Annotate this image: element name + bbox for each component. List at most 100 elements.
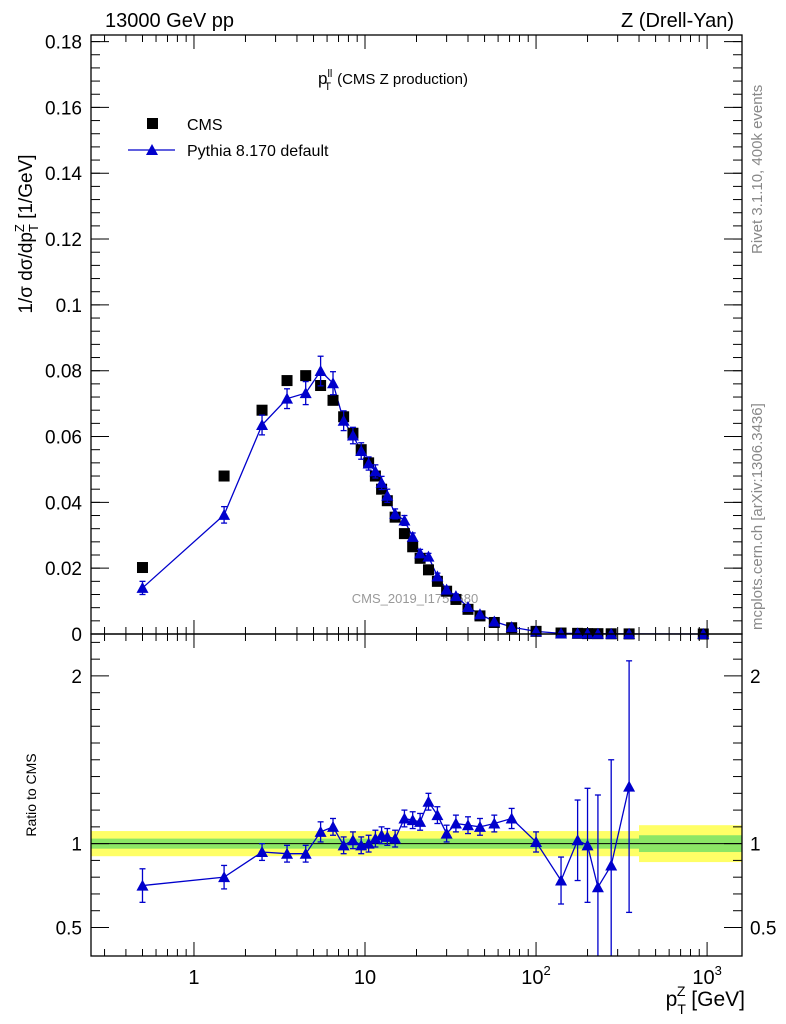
main-title: pll T (CMS Z production) [318, 68, 468, 93]
ratio-y-tick-label: 1 [71, 835, 82, 856]
y-tick-label: 0.04 [45, 493, 82, 514]
pythia-point [355, 445, 368, 457]
y-tick-label: 0.18 [45, 33, 82, 54]
pythia-point [375, 476, 388, 488]
pythia-point [281, 392, 294, 404]
ratio-point [369, 832, 382, 844]
ratio-point [346, 834, 359, 846]
y-tick-label: 0.1 [56, 296, 82, 317]
ratio-pythia-points [136, 660, 636, 956]
ratio-point [431, 809, 444, 821]
ratio-point [605, 859, 618, 871]
cms-point [256, 404, 268, 416]
ratio-point [623, 780, 636, 792]
ratio-point [381, 830, 394, 842]
pythia-point [369, 465, 382, 477]
ratio-point [362, 837, 375, 849]
ratio-point [406, 814, 419, 826]
x-tick-label: 1 [188, 967, 199, 989]
ratio-point [337, 839, 350, 851]
x-tick-label: 10 [354, 967, 376, 989]
title-p: p [318, 69, 327, 88]
pythia-point [327, 377, 340, 389]
pythia-point [218, 508, 231, 520]
pythia-point [431, 570, 444, 582]
pythia-point [414, 547, 427, 559]
side-top-text: Rivet 3.1.10, 400k events [749, 85, 766, 254]
ratio-point [461, 819, 474, 831]
ratio-y-tick-label: 2 [71, 667, 82, 688]
ratio-point [256, 846, 269, 858]
title-sub: T [324, 81, 331, 93]
ratio-point [414, 815, 427, 827]
ratio-y-tick-label-right: 2 [750, 667, 761, 688]
ratio-point [488, 817, 501, 829]
pythia-point [314, 365, 327, 377]
pythia-point [299, 387, 312, 399]
pythia-point [488, 615, 501, 627]
ratio-axis-ticks: 1 10 102 103 0.5 0.5 1 1 2 2 [56, 634, 776, 989]
legend-cms-marker [147, 118, 158, 129]
cms-point [218, 470, 230, 482]
y-tick-label: 0.02 [45, 559, 82, 580]
ratio-ylabel: Ratio to CMS [23, 753, 39, 836]
ratio-y-tick-label-right: 1 [750, 835, 761, 856]
y-tick-label: 0.12 [45, 230, 82, 251]
pythia-point [389, 507, 402, 519]
pythia-points [136, 355, 710, 639]
pythia-point [581, 627, 594, 639]
ratio-point [389, 832, 402, 844]
xlabel: pTZ [GeV] [666, 983, 745, 1017]
pythia-point [461, 601, 474, 613]
ratio-point [327, 820, 340, 832]
cms-point [300, 370, 312, 382]
pythia-point [591, 627, 604, 639]
ratio-point [136, 879, 149, 891]
ratio-point [314, 825, 327, 837]
side-bottom-text: mcplots.cern.ch [arXiv:1306.3436] [749, 403, 766, 630]
header-right: Z (Drell-Yan) [621, 10, 734, 32]
y-tick-label: 0.08 [45, 362, 82, 383]
main-ylabel: 1/σ dσ/dpTZ [1/GeV] [12, 154, 41, 313]
pythia-point [398, 514, 411, 526]
ratio-uncertainty-bands [91, 825, 742, 863]
main-axis-ticks: 0 0.02 0.04 0.06 0.08 0.1 0.12 0.14 0.16 0.18 [45, 33, 742, 646]
title-rest: (CMS Z production) [337, 71, 468, 88]
pythia-point [136, 581, 149, 593]
legend-cms-label: CMS [187, 117, 223, 134]
ratio-point [505, 812, 518, 824]
pythia-point [406, 530, 419, 542]
ratio-point [581, 839, 594, 851]
cms-point [398, 528, 410, 540]
x-tick-label: 102 [521, 963, 550, 989]
y-tick-label: 0.16 [45, 98, 82, 119]
ratio-y-tick-label-right: 0.5 [750, 918, 776, 939]
ratio-point [422, 795, 435, 807]
y-tick-label: 0.06 [45, 428, 82, 449]
pythia-point [505, 621, 518, 633]
ratio-point [398, 812, 411, 824]
ratio-point [449, 817, 462, 829]
pythia-point [440, 583, 453, 595]
pythia-point [256, 419, 269, 431]
pythia-point [381, 489, 394, 501]
cms-point [407, 541, 419, 553]
ratio-point [555, 874, 568, 886]
ratio-point [473, 820, 486, 832]
pythia-point [605, 627, 618, 639]
ratio-point [591, 881, 604, 893]
pythia-point [422, 550, 435, 562]
ratio-point [530, 835, 543, 847]
pythia-point [337, 414, 350, 426]
title-sup: ll [327, 68, 332, 80]
pythia-point [473, 608, 486, 620]
legend-pythia-label: Pythia 8.170 default [187, 143, 329, 160]
ratio-point [281, 847, 294, 859]
cms-point [281, 375, 293, 387]
ratio-point [440, 827, 453, 839]
x-tick-label: 103 [692, 963, 721, 989]
cms-point [327, 394, 339, 406]
pythia-point [449, 590, 462, 602]
pythia-point [346, 429, 359, 441]
